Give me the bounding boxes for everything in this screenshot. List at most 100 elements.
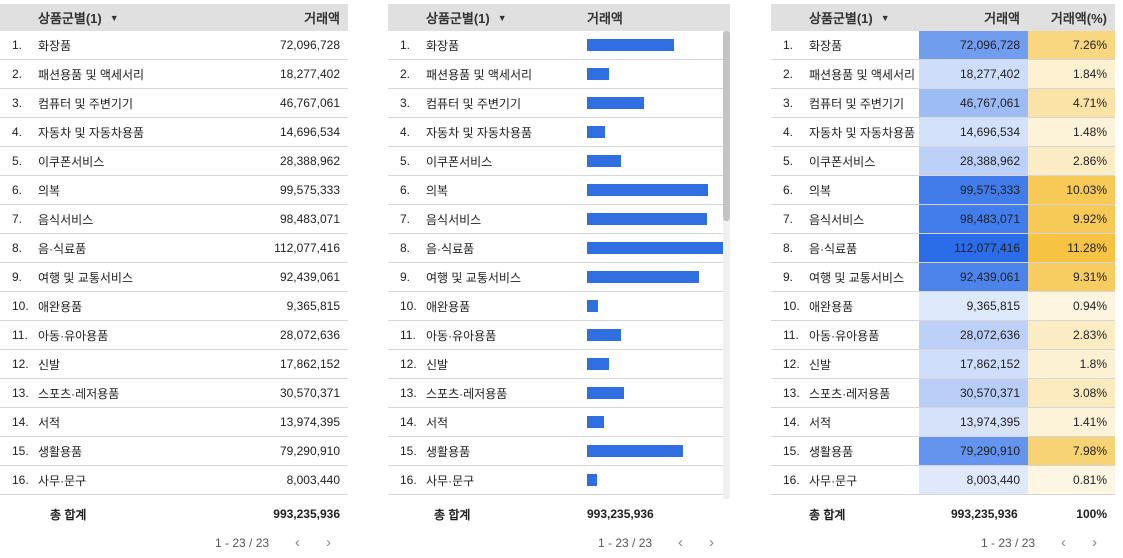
row-pct-cell: 1.41% [1028, 408, 1115, 436]
row-name: 생활용품 [426, 444, 471, 459]
table-row[interactable]: 9. 여행 및 교통서비스 92,439,061 [0, 263, 348, 292]
scrollbar[interactable] [723, 31, 730, 499]
row-pct-cell: 7.26% [1028, 31, 1115, 59]
metric-header[interactable]: 거래액 [984, 11, 1020, 26]
table-row[interactable]: 3. 컴퓨터 및 주변기기 [388, 89, 723, 118]
table-row[interactable]: 12. 신발 17,862,152 [0, 350, 348, 379]
row-value: 72,096,728 [279, 38, 340, 52]
row-name: 스포츠·레저용품 [426, 386, 508, 401]
row-value: 14,696,534 [279, 125, 340, 139]
scrollbar-thumb[interactable] [723, 31, 730, 221]
row-number: 1. [400, 38, 411, 52]
table-row[interactable]: 11. 아동·유아용품 28,072,636 2.83% [771, 321, 1115, 350]
table-row[interactable]: 6. 의복 [388, 176, 723, 205]
table-row[interactable]: 12. 신발 [388, 350, 723, 379]
table-row[interactable]: 3. 컴퓨터 및 주변기기 46,767,061 [0, 89, 348, 118]
row-number: 12. [400, 357, 417, 371]
table-row[interactable]: 8. 음·식료품 112,077,416 11.28% [771, 234, 1115, 263]
prev-page-icon[interactable]: ‹ [1061, 534, 1067, 551]
table-row[interactable]: 11. 아동·유아용품 [388, 321, 723, 350]
next-page-icon[interactable]: › [1092, 534, 1098, 551]
sort-desc-icon[interactable]: ▼ [880, 12, 890, 23]
table-row[interactable]: 13. 스포츠·레저용품 30,570,371 [0, 379, 348, 408]
table-row[interactable]: 3. 컴퓨터 및 주변기기 46,767,061 4.71% [771, 89, 1115, 118]
total-label: 총 합계 [434, 507, 471, 522]
table-row[interactable]: 12. 신발 17,862,152 1.8% [771, 350, 1115, 379]
table-row[interactable]: 1. 화장품 72,096,728 [0, 31, 348, 60]
page-range: 1 - 23 / 23 [598, 535, 653, 550]
row-name: 의복 [426, 183, 449, 198]
table-row[interactable]: 5. 이쿠폰서비스 28,388,962 [0, 147, 348, 176]
row-number: 2. [400, 67, 411, 81]
table-row[interactable]: 4. 자동차 및 자동차용품 [388, 118, 723, 147]
row-value: 17,862,152 [279, 357, 340, 371]
table-row[interactable]: 16. 사무·문구 8,003,440 [0, 466, 348, 495]
table-row[interactable]: 10. 애완용품 9,365,815 0.94% [771, 292, 1115, 321]
row-value-cell: 30,570,371 [919, 379, 1028, 407]
table-row[interactable]: 16. 사무·문구 [388, 466, 723, 495]
table-row[interactable]: 5. 이쿠폰서비스 28,388,962 2.86% [771, 147, 1115, 176]
table-row[interactable]: 7. 음식서비스 98,483,071 [0, 205, 348, 234]
table-row[interactable]: 11. 아동·유아용품 28,072,636 [0, 321, 348, 350]
table-row[interactable]: 15. 생활용품 79,290,910 7.98% [771, 437, 1115, 466]
table-row[interactable]: 2. 패션용품 및 액세서리 18,277,402 1.84% [771, 60, 1115, 89]
row-name: 아동·유아용품 [38, 328, 109, 343]
row-number: 14. [400, 415, 417, 429]
table-row[interactable]: 8. 음·식료품 [388, 234, 723, 263]
row-number: 1. [783, 38, 794, 52]
table-row[interactable]: 14. 서적 13,974,395 1.41% [771, 408, 1115, 437]
table-row[interactable]: 2. 패션용품 및 액세서리 18,277,402 [0, 60, 348, 89]
next-page-icon[interactable]: › [709, 534, 715, 551]
table-row[interactable]: 7. 음식서비스 98,483,071 9.92% [771, 205, 1115, 234]
table-row[interactable]: 1. 화장품 [388, 31, 723, 60]
table-row[interactable]: 10. 애완용품 [388, 292, 723, 321]
dim-header[interactable]: 상품군별(1) ▼ [809, 11, 890, 26]
table-row[interactable]: 15. 생활용품 [388, 437, 723, 466]
table-row[interactable]: 4. 자동차 및 자동차용품 14,696,534 [0, 118, 348, 147]
row-name: 애완용품 [809, 299, 854, 314]
row-name: 자동차 및 자동차용품 [426, 125, 533, 140]
table-row[interactable]: 10. 애완용품 9,365,815 [0, 292, 348, 321]
table-row[interactable]: 9. 여행 및 교통서비스 92,439,061 9.31% [771, 263, 1115, 292]
row-number: 6. [783, 183, 794, 197]
value-bar [587, 242, 723, 254]
pct-header[interactable]: 거래액(%) [1050, 11, 1107, 26]
pagination: 1 - 23 / 23 ‹ › [598, 534, 714, 551]
table-row[interactable]: 13. 스포츠·레저용품 30,570,371 3.08% [771, 379, 1115, 408]
value-bar [587, 416, 604, 428]
table-row[interactable]: 2. 패션용품 및 액세서리 [388, 60, 723, 89]
row-name: 음식서비스 [809, 212, 865, 227]
prev-page-icon[interactable]: ‹ [295, 534, 301, 551]
table-row[interactable]: 16. 사무·문구 8,003,440 0.81% [771, 466, 1115, 495]
table-row[interactable]: 8. 음·식료품 112,077,416 [0, 234, 348, 263]
table-row[interactable]: 1. 화장품 72,096,728 7.26% [771, 31, 1115, 60]
table-row[interactable]: 14. 서적 13,974,395 [0, 408, 348, 437]
table-row[interactable]: 15. 생활용품 79,290,910 [0, 437, 348, 466]
sort-desc-icon[interactable]: ▼ [109, 12, 119, 23]
row-name: 음식서비스 [38, 212, 94, 227]
next-page-icon[interactable]: › [326, 534, 332, 551]
table-row[interactable]: 13. 스포츠·레저용품 [388, 379, 723, 408]
table-header: 상품군별(1) ▼ 거래액 거래액(%) [771, 4, 1115, 31]
table-row[interactable]: 7. 음식서비스 [388, 205, 723, 234]
row-number: 3. [783, 96, 794, 110]
row-pct-cell: 0.81% [1028, 466, 1115, 494]
metric-header[interactable]: 거래액 [587, 11, 623, 26]
row-pct-cell: 2.86% [1028, 147, 1115, 175]
row-name: 사무·문구 [38, 473, 87, 488]
value-bar [587, 271, 700, 283]
table-row[interactable]: 4. 자동차 및 자동차용품 14,696,534 1.48% [771, 118, 1115, 147]
table-row[interactable]: 6. 의복 99,575,333 [0, 176, 348, 205]
prev-page-icon[interactable]: ‹ [678, 534, 684, 551]
table-row[interactable]: 9. 여행 및 교통서비스 [388, 263, 723, 292]
table-row[interactable]: 6. 의복 99,575,333 10.03% [771, 176, 1115, 205]
metric-header[interactable]: 거래액 [304, 11, 340, 26]
table-row[interactable]: 14. 서적 [388, 408, 723, 437]
row-number: 7. [400, 212, 411, 226]
dim-header[interactable]: 상품군별(1) ▼ [426, 11, 507, 26]
dim-header[interactable]: 상품군별(1) ▼ [38, 11, 119, 26]
table-row[interactable]: 5. 이쿠폰서비스 [388, 147, 723, 176]
row-name: 여행 및 교통서비스 [809, 270, 904, 285]
row-number: 12. [12, 357, 29, 371]
sort-desc-icon[interactable]: ▼ [497, 12, 507, 23]
